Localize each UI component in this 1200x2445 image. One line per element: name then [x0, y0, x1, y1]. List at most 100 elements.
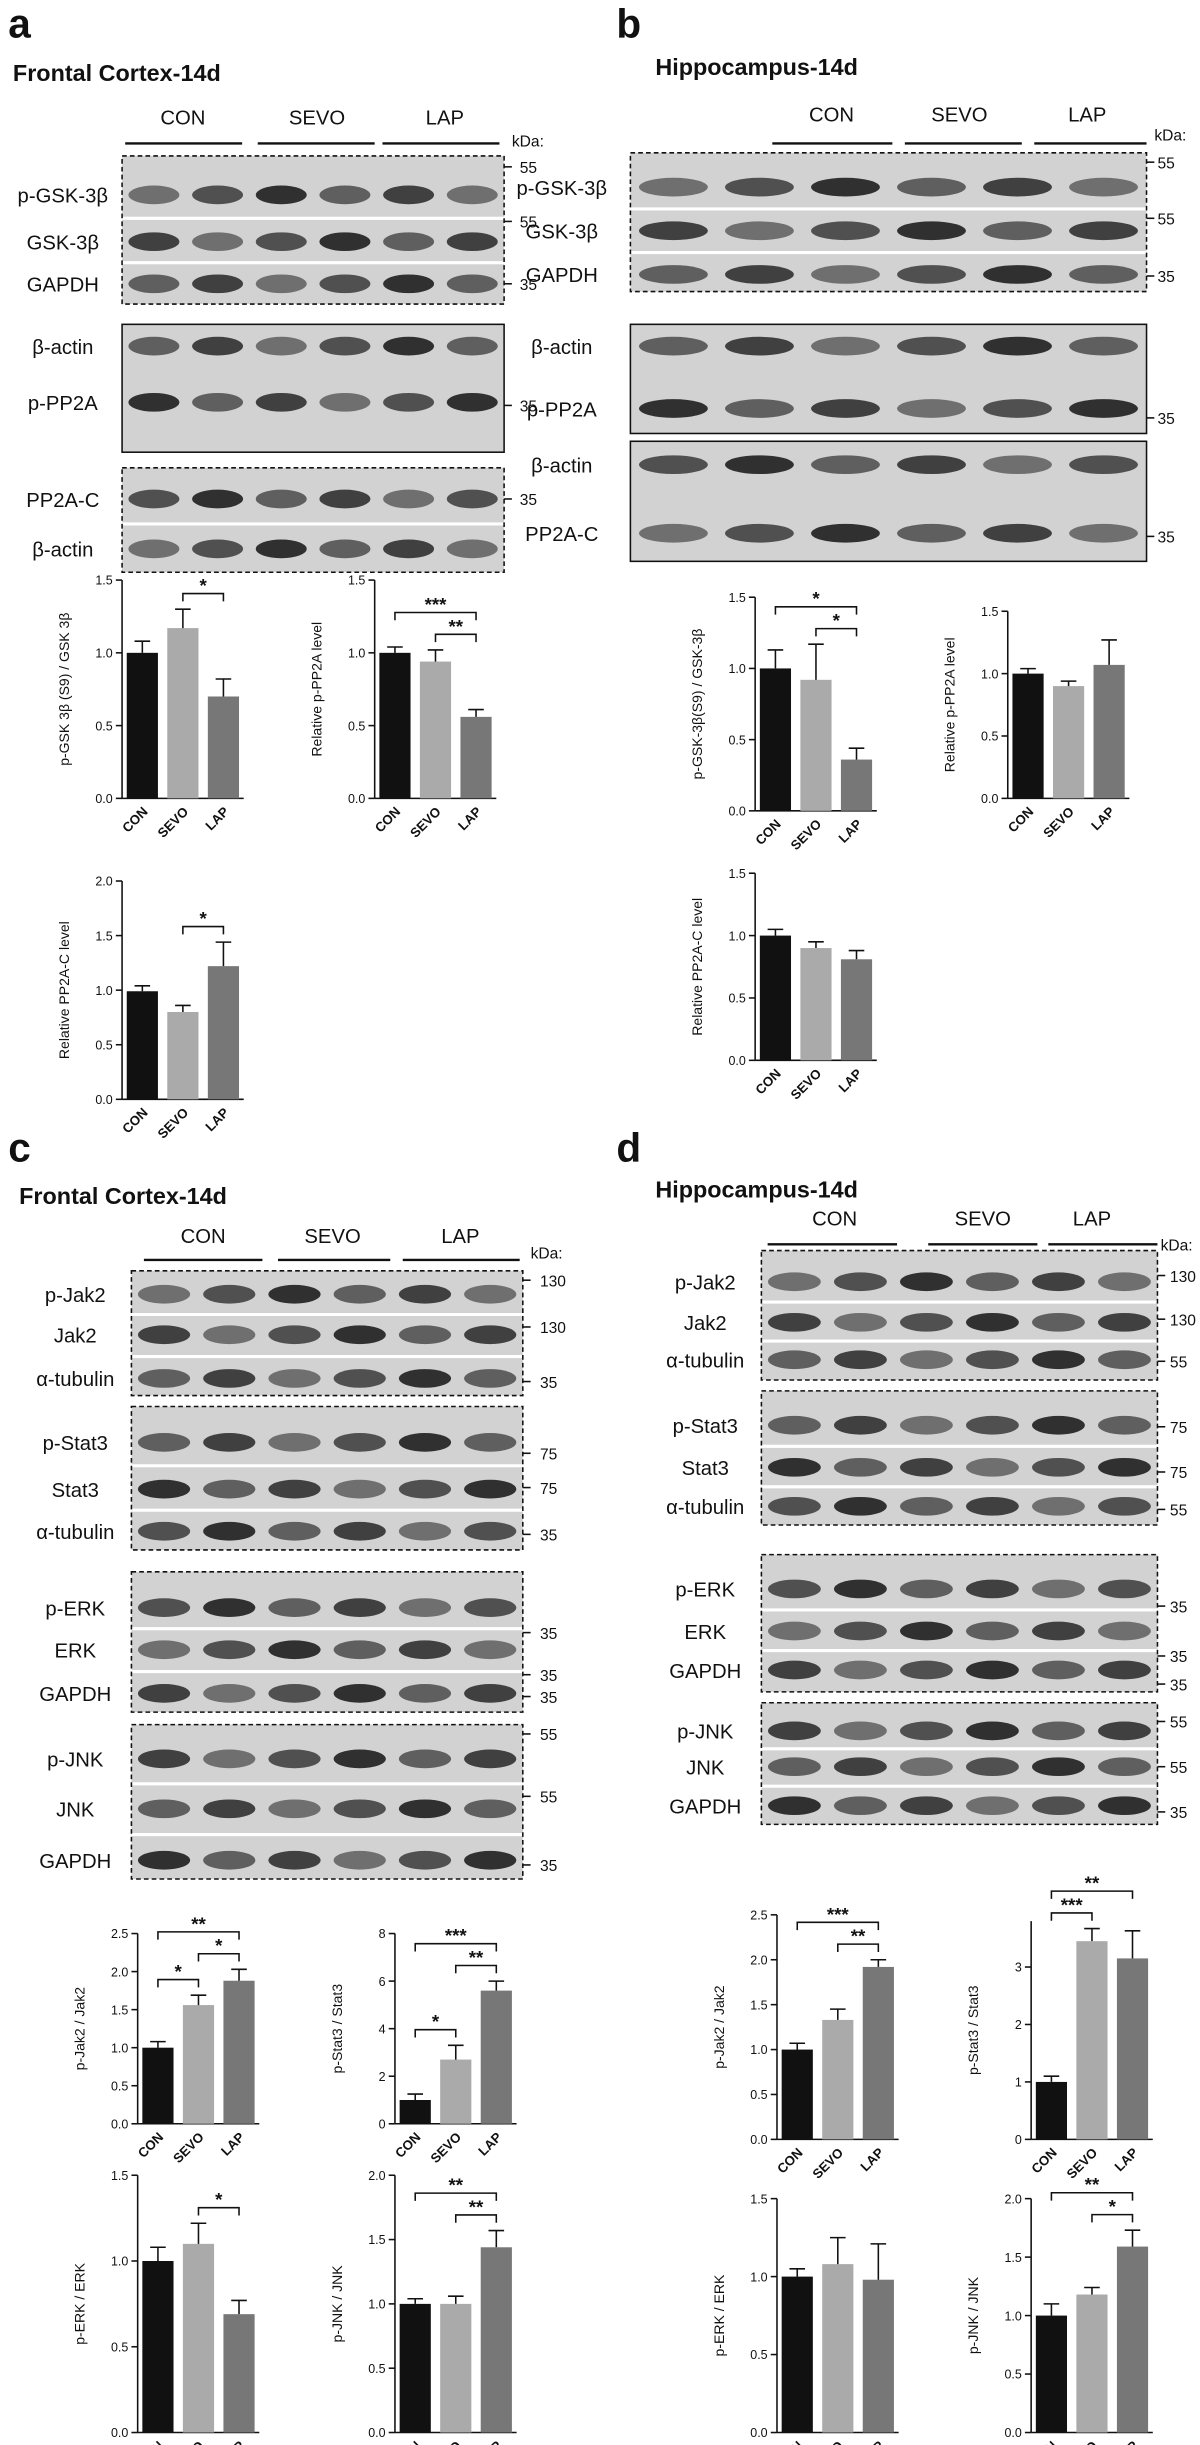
error-bar: [175, 1004, 191, 1012]
band: [767, 1660, 821, 1680]
band: [137, 1749, 191, 1769]
band: [192, 392, 244, 412]
row-label: Stat3: [682, 1458, 729, 1480]
row-label: GAPDH: [669, 1796, 741, 1818]
significance-bracket: [414, 1942, 498, 1952]
band: [1098, 1350, 1151, 1370]
marker-label: 75: [1170, 1420, 1188, 1437]
blot-background: [122, 155, 505, 305]
band: [767, 1350, 821, 1370]
row-label: p-ERK: [45, 1598, 105, 1620]
significance-label: **: [191, 1913, 206, 1934]
y-tick-label: 2.0: [111, 1965, 128, 1979]
row-label: α-tubulin: [36, 1369, 114, 1391]
y-tick-label: 0.0: [750, 2133, 767, 2147]
band: [897, 221, 966, 241]
band: [137, 1369, 191, 1388]
band: [1098, 1312, 1151, 1332]
band: [983, 265, 1052, 284]
row-label: p-ERK: [675, 1580, 735, 1602]
bar: [399, 2303, 431, 2433]
marker-label: 55: [1170, 1715, 1188, 1732]
band: [966, 1350, 1019, 1370]
band: [897, 399, 966, 418]
band: [464, 1433, 517, 1452]
x-tick-label: SEVO: [427, 2129, 464, 2166]
band: [725, 523, 794, 543]
marker-label: 55: [1170, 1760, 1188, 1777]
band: [398, 1284, 452, 1304]
band: [900, 1621, 953, 1641]
band: [834, 1272, 887, 1292]
marker-label: 75: [1170, 1465, 1188, 1482]
marker-label: 55: [1157, 155, 1175, 172]
bar: [182, 2243, 215, 2433]
bar: [223, 1980, 255, 2124]
x-tick-label: LAP: [455, 804, 484, 833]
row-label: β-actin: [531, 337, 592, 359]
row-label: α-tubulin: [666, 1351, 744, 1373]
x-tick-label: SEVO: [407, 804, 444, 841]
row-label: PP2A-C: [26, 490, 99, 512]
band: [1032, 1496, 1085, 1516]
band: [319, 232, 371, 252]
kda-label: kDa:: [531, 1245, 563, 1262]
row-label: GAPDH: [526, 265, 598, 287]
band: [128, 185, 180, 205]
significance-bracket: [182, 925, 225, 935]
band: [398, 1521, 452, 1541]
band: [268, 1325, 321, 1345]
band: [767, 1312, 821, 1332]
panel-letter: a: [8, 0, 31, 46]
error-bar: [215, 678, 232, 697]
band: [834, 1496, 887, 1516]
band: [1098, 1660, 1151, 1680]
blot-border: [760, 1249, 1159, 1381]
y-tick-label: 0.0: [111, 2117, 128, 2131]
band: [966, 1457, 1019, 1477]
bar: [182, 2005, 215, 2124]
bar: [167, 628, 199, 799]
band: [319, 392, 371, 412]
band: [268, 1640, 321, 1660]
row-label: GAPDH: [27, 275, 99, 297]
x-tick-label: CON: [752, 1066, 783, 1097]
y-tick-label: 0.0: [728, 1054, 745, 1068]
bar: [207, 966, 240, 1100]
bar: [1076, 2294, 1108, 2433]
row-label: p-GSK-3β: [517, 178, 608, 200]
band: [1098, 1621, 1151, 1641]
significance-label: **: [851, 1926, 866, 1947]
error-bar: [215, 941, 232, 967]
bar: [862, 1966, 894, 2140]
band: [203, 1433, 256, 1452]
bar: [759, 935, 792, 1061]
band: [268, 1684, 321, 1703]
band: [834, 1757, 887, 1777]
band: [464, 1850, 517, 1870]
band: [725, 221, 794, 241]
blot-border: [629, 323, 1148, 435]
band: [1069, 399, 1138, 418]
significance-bracket: [1050, 1912, 1093, 1921]
bar: [759, 668, 792, 811]
x-tick-label: SEVO: [155, 804, 192, 841]
x-tick-label: CON: [119, 1105, 150, 1136]
band: [1069, 336, 1138, 356]
x-tick-label: LAP: [202, 804, 231, 833]
band: [1069, 265, 1138, 284]
row-label: GAPDH: [39, 1684, 111, 1706]
bar: [399, 2100, 431, 2124]
band: [128, 274, 180, 294]
band: [333, 1640, 386, 1660]
bar: [126, 991, 158, 1100]
band: [255, 489, 307, 509]
group-label: LAP: [1073, 1209, 1111, 1231]
y-tick-label: 0: [379, 2117, 386, 2131]
blot-border: [121, 467, 505, 574]
y-tick-label: 1: [1015, 2076, 1022, 2090]
band: [398, 1799, 452, 1819]
error-bar: [848, 747, 865, 760]
band: [255, 232, 307, 252]
bar: [1093, 664, 1125, 799]
